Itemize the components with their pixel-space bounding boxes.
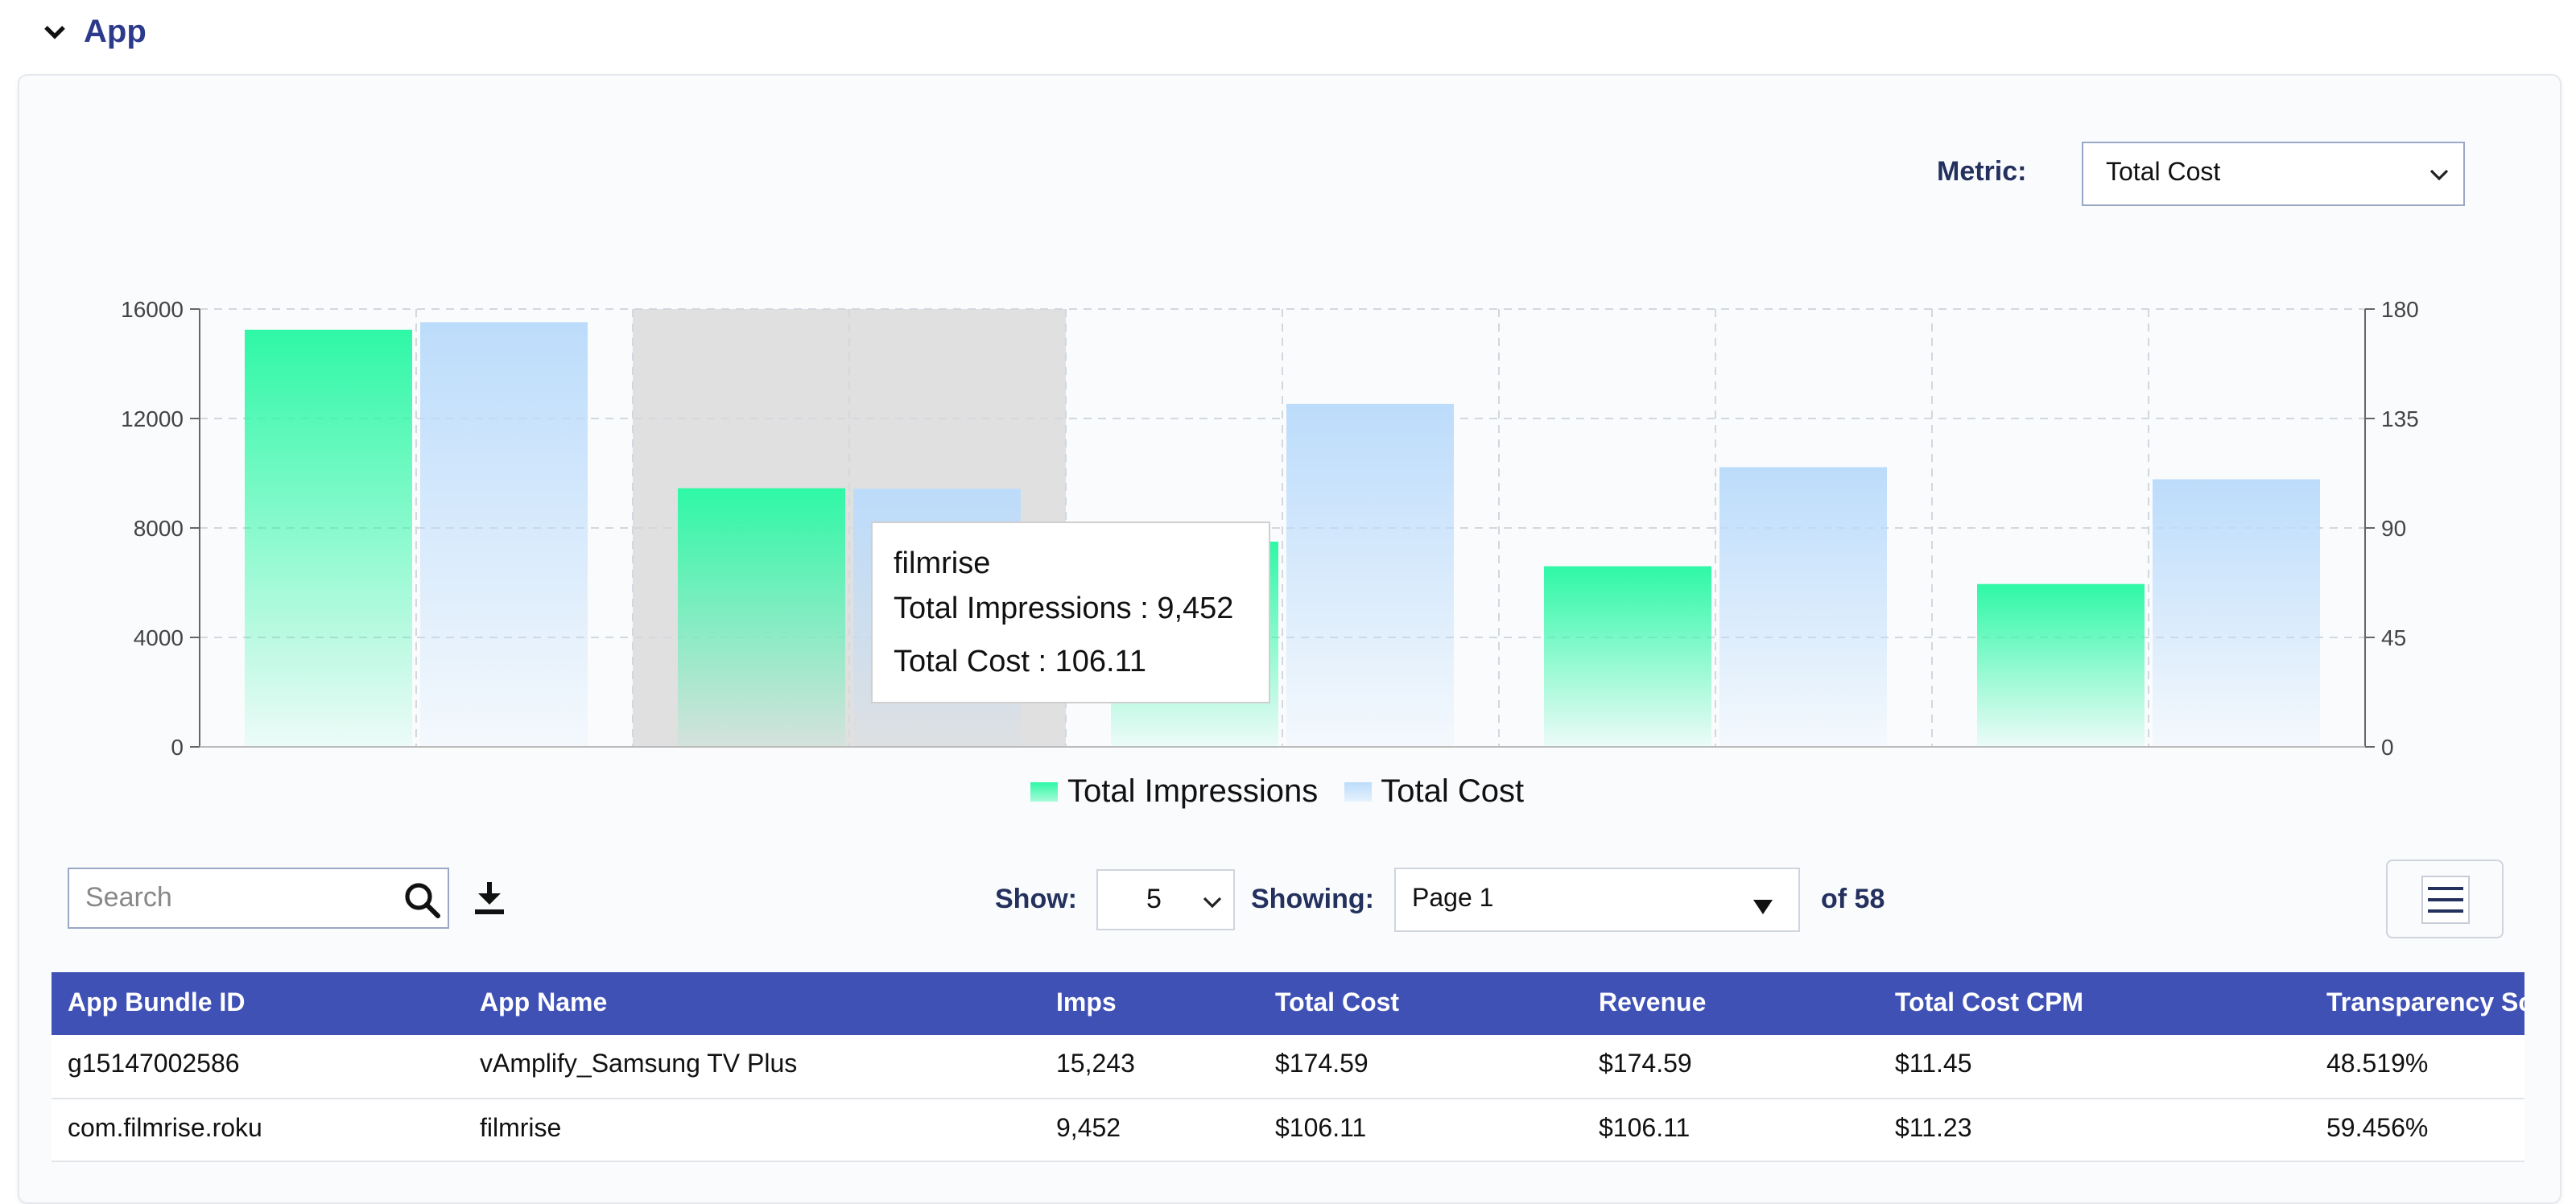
cell-revenue: $174.59	[1583, 1035, 1879, 1099]
app-root: App Metric: Total Cost 0 4000 8000 12000 160…	[0, 10, 2576, 1204]
table-row[interactable]: g15147002586 vAmplify_Samsung TV Plus 15…	[52, 1035, 2524, 1099]
tooltip-title: filmrise	[894, 547, 991, 581]
cell-total-cost-cpm: $11.23	[1879, 1098, 2310, 1161]
legend-item-impressions[interactable]: Total Impressions	[1030, 773, 1318, 810]
bar-total-impressions	[1977, 583, 2145, 747]
bar-total-impressions	[1544, 566, 1711, 747]
bar-total-cost	[2153, 479, 2320, 747]
section-header[interactable]: App	[42, 10, 147, 55]
tooltip-impressions: Total Impressions : 9,452	[894, 592, 1234, 626]
app-table: App Bundle ID App Name Imps Total Cost R…	[52, 972, 2524, 1162]
cell-transparency-score: 48.519%	[2310, 1035, 2524, 1099]
hamburger-icon	[2421, 875, 2469, 923]
legend-item-cost[interactable]: Total Cost	[1344, 773, 1524, 810]
y-left-tick-label: 16000	[121, 297, 184, 322]
y-right-tick-label: 0	[2381, 735, 2394, 760]
page-select[interactable]: Page 1	[1394, 868, 1800, 932]
metric-label: Metric:	[1937, 156, 2027, 187]
cell-imps: 9,452	[1040, 1098, 1259, 1161]
search-box	[68, 868, 449, 929]
rows-per-page-select[interactable]: 5	[1096, 869, 1235, 930]
show-label: Show:	[995, 884, 1077, 914]
chevron-down-icon	[1201, 889, 1224, 921]
cell-total-cost: $174.59	[1259, 1035, 1583, 1099]
page-select-value: Page 1	[1412, 885, 1494, 913]
bar-total-impressions	[245, 329, 412, 747]
cell-imps: 15,243	[1040, 1035, 1259, 1099]
bar-total-impressions	[678, 488, 845, 747]
y-right-tick-label: 90	[2381, 516, 2406, 541]
cell-total-cost: $106.11	[1259, 1098, 1583, 1161]
showing-label: Showing:	[1251, 884, 1374, 914]
column-header-app-bundle-id[interactable]: App Bundle ID	[68, 989, 246, 1016]
cell-total-cost-cpm: $11.45	[1879, 1035, 2310, 1099]
y-left-tick-label: 12000	[121, 406, 184, 431]
legend-swatch-impressions	[1030, 782, 1058, 802]
cell-app-bundle-id: com.filmrise.roku	[52, 1098, 464, 1161]
table-row[interactable]: com.filmrise.roku filmrise 9,452 $106.11…	[52, 1098, 2524, 1161]
rows-per-page-value: 5	[1146, 884, 1162, 914]
caret-down-icon	[1753, 893, 1773, 922]
column-header-revenue[interactable]: Revenue	[1599, 989, 1707, 1016]
column-header-app-name[interactable]: App Name	[480, 989, 608, 1016]
table-header-row: App Bundle ID App Name Imps Total Cost R…	[52, 972, 2524, 1035]
column-menu-button[interactable]	[2386, 860, 2504, 938]
chevron-down-icon[interactable]	[42, 19, 68, 45]
tooltip-cost: Total Cost : 106.11	[894, 645, 1147, 680]
search-icon[interactable]	[402, 880, 441, 927]
download-icon[interactable]	[473, 880, 506, 924]
cell-app-name: vAmplify_Samsung TV Plus	[464, 1035, 1040, 1099]
metric-select[interactable]: Total Cost	[2082, 142, 2465, 206]
bar-chart[interactable]: 0 4000 8000 12000 16000 0 45 90 135 180	[0, 274, 2576, 773]
chart-legend: Total Impressions Total Cost	[1030, 773, 1550, 810]
y-right-tick-label: 135	[2381, 406, 2419, 431]
cell-app-bundle-id: g15147002586	[52, 1035, 464, 1099]
search-input[interactable]	[69, 871, 407, 926]
column-header-transparency-score[interactable]: Transparency Score	[2326, 989, 2524, 1016]
column-header-imps[interactable]: Imps	[1056, 989, 1117, 1016]
cell-transparency-score: 59.456%	[2310, 1098, 2524, 1161]
chart-tooltip: filmrise Total Impressions : 9,452 Total…	[871, 522, 1270, 703]
bar-total-cost	[1286, 403, 1454, 747]
y-right-tick-label: 45	[2381, 625, 2406, 650]
y-left-tick-label: 8000	[134, 516, 184, 541]
y-left-tick-label: 4000	[134, 625, 184, 650]
cell-app-name: filmrise	[464, 1098, 1040, 1161]
legend-swatch-cost	[1344, 782, 1372, 802]
bar-total-cost	[420, 322, 588, 747]
bar-total-cost	[1719, 467, 1887, 747]
cell-revenue: $106.11	[1583, 1098, 1879, 1161]
column-header-total-cost[interactable]: Total Cost	[1275, 989, 1400, 1016]
section-title: App	[84, 14, 147, 49]
page-count: of 58	[1821, 884, 1885, 914]
legend-label-impressions: Total Impressions	[1067, 773, 1319, 809]
y-left-tick-label: 0	[171, 735, 184, 760]
y-right-tick-label: 180	[2381, 297, 2419, 322]
chevron-down-icon	[2428, 163, 2450, 193]
column-header-total-cost-cpm[interactable]: Total Cost CPM	[1895, 989, 2084, 1016]
metric-select-value: Total Cost	[2106, 159, 2221, 187]
legend-label-cost: Total Cost	[1381, 773, 1525, 809]
